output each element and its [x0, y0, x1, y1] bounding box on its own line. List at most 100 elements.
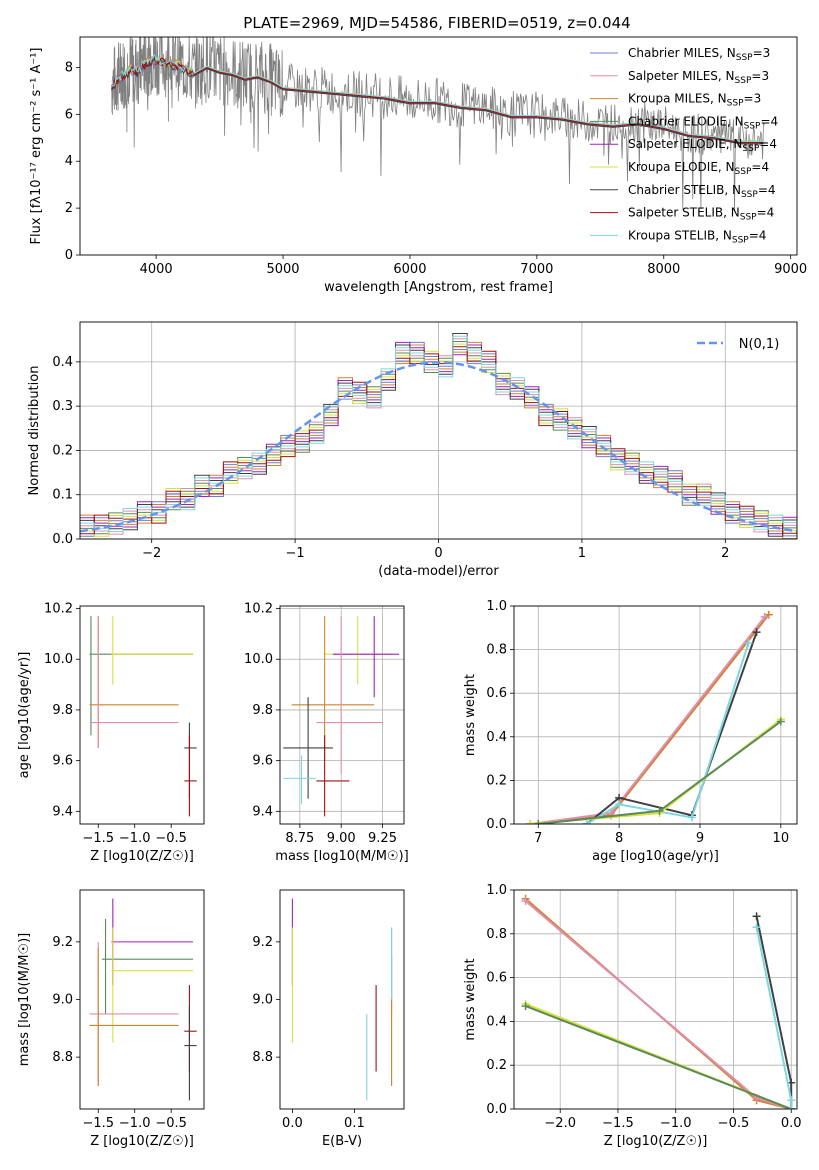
axes-frame — [279, 889, 405, 1110]
x-tick-label: 0.0 — [282, 1116, 303, 1131]
x-tick-label: 1 — [578, 546, 586, 561]
x-tick-label: 4000 — [140, 262, 173, 277]
mass-weight-line — [530, 614, 770, 824]
x-tick-label: 8000 — [647, 262, 680, 277]
x-tick-label: 2 — [721, 546, 729, 561]
x-axis-label: Z [log10(Z/Z☉)] — [90, 849, 194, 864]
y-tick-label: 10.0 — [44, 652, 73, 667]
y-tick-label: 8.8 — [52, 1050, 73, 1065]
massweight_vs_Z-marks — [521, 894, 796, 1109]
x-tick-label: 9 — [696, 831, 704, 846]
x-tick-label: −1.0 — [119, 831, 151, 846]
y-tick-label: 1.0 — [486, 599, 507, 614]
legend-label: Kroupa MILES, NSSP=3 — [628, 92, 761, 109]
legend-label: Kroupa STELIB, NSSP=4 — [628, 228, 766, 245]
x-axis-label: (data-model)/error — [378, 564, 499, 579]
y-tick-label: 9.0 — [52, 993, 73, 1008]
x-tick-label: −1 — [286, 546, 305, 561]
y-tick-label: 2 — [65, 201, 73, 216]
x-axis-label: E(B-V) — [322, 1134, 362, 1149]
y-tick-label: 9.6 — [252, 754, 273, 769]
x-tick-label: −1.5 — [82, 1116, 114, 1131]
y-tick-label: 0.2 — [486, 773, 507, 788]
plot-layer: 4000 5000 6000 7000 8000 9000 0 2 4 6 8 wavelength … — [17, 36, 807, 1149]
x-tick-label: 0.1 — [344, 1116, 365, 1131]
x-axis-label: age [log10(age/yr)] — [592, 849, 719, 864]
axes-frame — [79, 321, 798, 540]
mass_vs_Z-marks — [89, 898, 197, 1101]
y-tick-label: 10.0 — [244, 652, 273, 667]
x-tick-label: −2.0 — [544, 1116, 576, 1131]
x-axis-label: wavelength [Angstrom, rest frame] — [324, 280, 553, 295]
x-axis-label: mass [log10(M/M☉)] — [275, 849, 408, 864]
y-tick-label: 10.2 — [244, 602, 273, 617]
y-axis-label: Flux [fλ10⁻¹⁷ erg cm⁻² s⁻¹ A⁻¹] — [29, 48, 44, 245]
y-tick-label: 1.0 — [486, 883, 507, 898]
y-axis-label: Normed distribution — [27, 366, 42, 496]
data-spectrum-line — [111, 37, 765, 212]
y-tick-label: 8.8 — [252, 1050, 273, 1065]
y-tick-label: 0.4 — [486, 1014, 507, 1029]
x-tick-label: −0.5 — [155, 831, 187, 846]
age_vs_mass-marks — [283, 616, 400, 817]
residuals-marks — [80, 333, 797, 539]
axes-frame — [513, 605, 798, 825]
x-tick-label: −1.0 — [660, 1116, 692, 1131]
y-tick-label: 4 — [65, 154, 73, 169]
x-tick-label: −1.0 — [119, 1116, 151, 1131]
massweight_vs_Z-panel: −2.0 −1.5 −1.0 −0.5 0.0 0.0 0.2 0.4 0.6 0.8 1.0 Z [… — [463, 883, 802, 1149]
x-tick-label: −2 — [142, 546, 161, 561]
y-axis-label: age [log10(age/yr)] — [17, 652, 32, 779]
age_vs_Z-marks — [89, 616, 197, 817]
y-tick-label: 0.0 — [486, 1102, 507, 1117]
mass_vs_ebv-marks — [291, 898, 393, 1101]
legend-label: Salpeter ELODIE, NSSP=4 — [628, 137, 777, 154]
x-tick-label: 9.00 — [327, 831, 356, 846]
mass-weight-line — [530, 616, 766, 824]
model-spectrum-line — [111, 53, 766, 143]
spectrum-panel: 4000 5000 6000 7000 8000 9000 0 2 4 6 8 wavelength … — [29, 36, 807, 295]
y-tick-label: 0.0 — [486, 817, 507, 832]
mass-weight-line — [524, 898, 792, 1109]
y-tick-label: 9.4 — [52, 804, 73, 819]
legend-label: Chabrier MILES, NSSP=3 — [628, 46, 770, 63]
mass_vs_ebv-panel: 0.0 0.1 8.8 9.0 9.2 E(B-V) — [252, 889, 405, 1149]
histogram-step — [80, 346, 797, 535]
y-tick-label: 0.6 — [486, 971, 507, 986]
y-tick-label: 10.2 — [44, 602, 73, 617]
y-tick-label: 0.0 — [52, 532, 73, 547]
massweight_vs_age-panel: 7 8 9 10 0.0 0.2 0.4 0.6 0.8 1.0 age [log10(age/yr… — [463, 599, 798, 864]
axes-frame — [79, 36, 798, 256]
legend-label: N(0,1) — [739, 337, 780, 352]
y-tick-label: 0.3 — [52, 399, 73, 414]
y-tick-label: 9.0 — [252, 993, 273, 1008]
y-tick-label: 8 — [65, 60, 73, 75]
y-tick-label: 0.8 — [486, 643, 507, 658]
mass_vs_Z-panel: −1.5 −1.0 −0.5 8.8 9.0 9.2 Z [log10(Z/Z☉)] mass… — [17, 889, 205, 1149]
mass-weight-line — [586, 631, 758, 824]
legend-label: Chabrier ELODIE, NSSP=4 — [628, 114, 778, 131]
residuals-panel: −2 −1 0 1 2 0.0 0.1 0.2 0.3 0.4 (data-model)/error… — [27, 321, 798, 579]
axes-frame — [513, 889, 798, 1110]
model-spectrum-line — [111, 56, 766, 145]
x-tick-label: −0.5 — [718, 1116, 750, 1131]
y-tick-label: 0 — [65, 248, 73, 263]
y-axis-label: mass weight — [463, 958, 478, 1040]
spectrum-marks — [111, 37, 766, 212]
x-tick-label: 9.25 — [368, 831, 397, 846]
y-tick-label: 9.2 — [252, 935, 273, 950]
mass-weight-line — [755, 927, 793, 1109]
y-tick-label: 9.8 — [52, 703, 73, 718]
x-tick-label: 7000 — [520, 262, 553, 277]
y-axis-label: mass weight — [463, 674, 478, 756]
y-tick-label: 9.2 — [52, 935, 73, 950]
legend-label: Salpeter STELIB, NSSP=4 — [628, 206, 774, 223]
y-tick-label: 0.4 — [52, 355, 73, 370]
age_vs_Z-panel: −1.5 −1.0 −0.5 9.4 9.6 9.8 10.0 10.2 Z [log10(Z/… — [17, 602, 205, 864]
x-tick-label: 8 — [615, 831, 623, 846]
y-tick-label: 0.2 — [486, 1058, 507, 1073]
histogram-step — [80, 335, 797, 532]
x-tick-label: 6000 — [393, 262, 426, 277]
massweight_vs_age-marks — [526, 610, 785, 824]
